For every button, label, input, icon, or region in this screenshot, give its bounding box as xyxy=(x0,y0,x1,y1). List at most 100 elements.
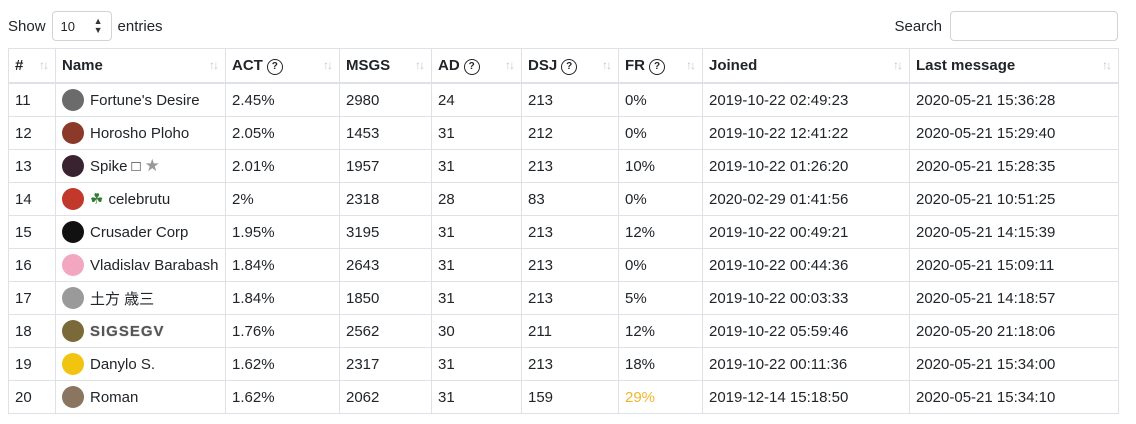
cell-last: 2020-05-21 15:28:35 xyxy=(909,149,1119,183)
cell-msgs: 2980 xyxy=(339,82,432,117)
table-row: 14 ☘ celebrutu 2% 2318 28 83 0% 2020-02-29 01:41… xyxy=(8,182,1119,216)
user-name-cell: Crusader Corp xyxy=(62,221,219,243)
name-suffix-glyph: □ xyxy=(131,157,141,175)
column-header-label: DSJ xyxy=(528,56,558,74)
cell-dsj: 213 xyxy=(521,82,619,117)
column-header-ad[interactable]: AD? ↑↓ xyxy=(431,48,522,84)
cell-fr: 12% xyxy=(618,314,703,348)
table-row: 20 Roman 1.62% 2062 31 159 29% 2019-12-14 15:18… xyxy=(8,380,1119,414)
table-row: 16 Vladislav Barabash 1.84% 2643 31 213 0% 2019… xyxy=(8,248,1119,282)
avatar xyxy=(62,287,84,309)
column-header-last-message[interactable]: Last message ↑↓ xyxy=(909,48,1119,84)
cell-act: 2% xyxy=(225,182,340,216)
cell-name: Roman xyxy=(55,380,226,414)
cell-ad: 31 xyxy=(431,215,522,249)
table-body: 11 Fortune's Desire 2.45% 2980 24 213 0% 2019-1… xyxy=(8,82,1119,414)
cell-last: 2020-05-21 10:51:25 xyxy=(909,182,1119,216)
column-header-dsj[interactable]: DSJ? ↑↓ xyxy=(521,48,619,84)
cell-joined: 2019-10-22 01:26:20 xyxy=(702,149,910,183)
table-controls: Show 10 ▲ ▼ entries Search xyxy=(0,0,1136,48)
cell-rank: 13 xyxy=(8,149,56,183)
table-row: 11 Fortune's Desire 2.45% 2980 24 213 0% 2019-1… xyxy=(8,82,1119,117)
help-icon[interactable]: ? xyxy=(561,58,578,75)
cell-msgs: 2318 xyxy=(339,182,432,216)
user-name: Vladislav Barabash xyxy=(90,256,219,274)
user-name: Horosho Ploho xyxy=(90,124,190,142)
cell-fr: 18% xyxy=(618,347,703,381)
avatar xyxy=(62,353,84,375)
cell-joined: 2019-12-14 15:18:50 xyxy=(702,380,910,414)
cell-dsj: 83 xyxy=(521,182,619,216)
cell-name: Vladislav Barabash xyxy=(55,248,226,282)
cell-joined: 2019-10-22 00:03:33 xyxy=(702,281,910,315)
sort-arrows-icon: ↑↓ xyxy=(602,58,612,72)
help-icon[interactable]: ? xyxy=(649,58,665,75)
cell-last: 2020-05-21 15:36:28 xyxy=(909,82,1119,117)
cell-dsj: 159 xyxy=(521,380,619,414)
sort-arrows-icon: ↑↓ xyxy=(415,58,425,72)
sort-arrows-icon: ↑↓ xyxy=(209,58,219,72)
search-control: Search xyxy=(894,11,1118,41)
user-name-cell: Horosho Ploho xyxy=(62,122,219,144)
column-header-[interactable]: # ↑↓ xyxy=(8,48,56,84)
cell-dsj: 212 xyxy=(521,116,619,150)
cell-dsj: 213 xyxy=(521,215,619,249)
show-label: Show xyxy=(8,17,46,35)
column-header-fr[interactable]: FR? ↑↓ xyxy=(618,48,703,84)
user-name-cell: Roman xyxy=(62,386,219,408)
user-name-cell: SIGSEGV xyxy=(62,320,219,342)
cell-last: 2020-05-21 15:29:40 xyxy=(909,116,1119,150)
help-icon[interactable]: ? xyxy=(266,58,283,75)
cell-act: 1.84% xyxy=(225,248,340,282)
cell-msgs: 1850 xyxy=(339,281,432,315)
sort-arrows-icon: ↑↓ xyxy=(505,58,515,72)
cell-rank: 20 xyxy=(8,380,56,414)
search-input[interactable] xyxy=(950,11,1118,41)
cell-rank: 15 xyxy=(8,215,56,249)
cell-fr: 0% xyxy=(618,248,703,282)
cell-fr: 0% xyxy=(618,116,703,150)
cell-rank: 17 xyxy=(8,281,56,315)
column-header-name[interactable]: Name ↑↓ xyxy=(55,48,226,84)
clover-icon: ☘ xyxy=(90,191,104,208)
sort-arrows-icon: ↑↓ xyxy=(686,58,696,72)
cell-ad: 28 xyxy=(431,182,522,216)
table-row: 12 Horosho Ploho 2.05% 1453 31 212 0% 2019-10-2… xyxy=(8,116,1119,150)
user-name: Crusader Corp xyxy=(90,223,189,241)
cell-dsj: 213 xyxy=(521,248,619,282)
column-header-label: Joined xyxy=(709,57,758,74)
column-header-msgs[interactable]: MSGS ↑↓ xyxy=(339,48,432,84)
column-header-label: ACT xyxy=(232,56,263,74)
help-icon[interactable]: ? xyxy=(463,58,480,75)
entries-select-value: 10 xyxy=(60,18,75,34)
leaderboard-table: # ↑↓ Name ↑↓ ACT? ↑↓ MSGS ↑↓ AD? ↑↓ DSJ? ↑↓ FR? ↑↓ Joi… xyxy=(8,48,1119,414)
avatar xyxy=(62,122,84,144)
cell-act: 1.62% xyxy=(225,347,340,381)
cell-last: 2020-05-21 15:09:11 xyxy=(909,248,1119,282)
column-header-joined[interactable]: Joined ↑↓ xyxy=(702,48,910,84)
column-header-label: # xyxy=(15,57,24,74)
column-header-label: Last message xyxy=(916,57,1016,74)
column-header-act[interactable]: ACT? ↑↓ xyxy=(225,48,340,84)
user-name-cell: ☘ celebrutu xyxy=(62,188,219,210)
cell-ad: 30 xyxy=(431,314,522,348)
cell-msgs: 3195 xyxy=(339,215,432,249)
cell-fr: 10% xyxy=(618,149,703,183)
entries-select[interactable]: 10 ▲ ▼ xyxy=(51,11,112,41)
cell-msgs: 2643 xyxy=(339,248,432,282)
cell-act: 1.95% xyxy=(225,215,340,249)
user-name: Fortune's Desire xyxy=(90,91,200,109)
cell-rank: 14 xyxy=(8,182,56,216)
cell-ad: 31 xyxy=(431,149,522,183)
table-row: 17 土方 歳三 1.84% 1850 31 213 5% 2019-10-22 00:03:… xyxy=(8,281,1119,315)
sort-arrows-icon: ↑↓ xyxy=(323,58,333,72)
sort-arrows-icon: ↑↓ xyxy=(39,58,49,72)
cell-ad: 31 xyxy=(431,248,522,282)
table-header-row: # ↑↓ Name ↑↓ ACT? ↑↓ MSGS ↑↓ AD? ↑↓ DSJ? ↑↓ FR? ↑↓ Joi… xyxy=(8,48,1119,84)
cell-last: 2020-05-21 14:15:39 xyxy=(909,215,1119,249)
user-name-cell: Danylo S. xyxy=(62,353,219,375)
cell-msgs: 2562 xyxy=(339,314,432,348)
cell-fr: 0% xyxy=(618,182,703,216)
column-header-label: FR xyxy=(625,56,645,74)
cell-dsj: 213 xyxy=(521,347,619,381)
